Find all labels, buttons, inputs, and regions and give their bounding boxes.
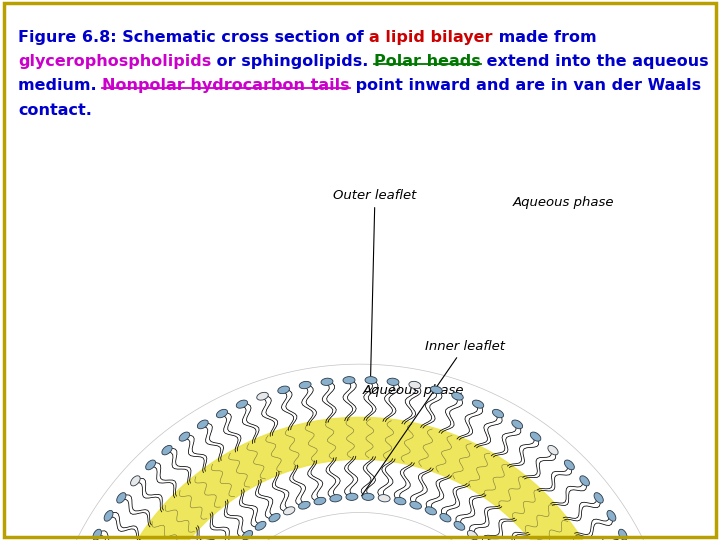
- Text: Outer leaflet: Outer leaflet: [333, 189, 417, 376]
- Ellipse shape: [580, 476, 590, 486]
- Ellipse shape: [284, 507, 295, 515]
- Ellipse shape: [179, 432, 189, 441]
- Ellipse shape: [346, 493, 358, 501]
- Text: a lipid bilayer: a lipid bilayer: [369, 30, 493, 45]
- Ellipse shape: [454, 522, 465, 530]
- Text: Inner leaflet: Inner leaflet: [361, 340, 505, 496]
- Ellipse shape: [104, 510, 113, 521]
- Ellipse shape: [492, 409, 503, 418]
- Polygon shape: [99, 417, 621, 540]
- Ellipse shape: [343, 376, 355, 384]
- Ellipse shape: [242, 530, 253, 540]
- Ellipse shape: [299, 501, 310, 509]
- Ellipse shape: [93, 529, 102, 540]
- Ellipse shape: [162, 446, 172, 455]
- Ellipse shape: [440, 514, 451, 522]
- Text: Figure 6.8: Schematic cross section of: Figure 6.8: Schematic cross section of: [18, 30, 369, 45]
- Ellipse shape: [217, 409, 228, 418]
- Ellipse shape: [425, 507, 436, 515]
- Ellipse shape: [431, 386, 442, 394]
- Ellipse shape: [378, 495, 390, 502]
- Text: contact.: contact.: [18, 103, 92, 118]
- Ellipse shape: [330, 495, 342, 502]
- Ellipse shape: [300, 381, 311, 389]
- Ellipse shape: [197, 420, 208, 429]
- Text: made from: made from: [493, 30, 596, 45]
- Text: Polar heads: Polar heads: [374, 54, 481, 69]
- Text: point inward and are in van der Waals: point inward and are in van der Waals: [350, 78, 701, 93]
- Ellipse shape: [145, 460, 156, 470]
- Text: Nonpolar hydrocarbon tails: Nonpolar hydrocarbon tails: [102, 78, 350, 93]
- Text: Aqueous phase: Aqueous phase: [513, 196, 614, 209]
- Ellipse shape: [512, 420, 523, 429]
- Text: Aqueous phase: Aqueous phase: [363, 384, 464, 397]
- Text: glycerophospholipids: glycerophospholipids: [18, 54, 211, 69]
- Ellipse shape: [467, 530, 478, 540]
- Ellipse shape: [236, 400, 248, 408]
- Ellipse shape: [257, 393, 269, 400]
- Ellipse shape: [255, 522, 266, 530]
- Ellipse shape: [130, 476, 140, 486]
- Ellipse shape: [410, 501, 421, 509]
- Ellipse shape: [548, 446, 558, 455]
- Ellipse shape: [278, 386, 289, 394]
- Ellipse shape: [362, 493, 374, 501]
- Ellipse shape: [365, 376, 377, 384]
- Ellipse shape: [314, 497, 326, 505]
- Ellipse shape: [409, 381, 420, 389]
- Text: medium.: medium.: [18, 78, 102, 93]
- Ellipse shape: [117, 492, 126, 503]
- Ellipse shape: [618, 529, 627, 540]
- Ellipse shape: [594, 492, 603, 503]
- Ellipse shape: [387, 378, 399, 386]
- Ellipse shape: [321, 378, 333, 386]
- Ellipse shape: [607, 510, 616, 521]
- Text: extend into the aqueous: extend into the aqueous: [481, 54, 708, 69]
- Ellipse shape: [451, 393, 463, 400]
- Text: or sphingolipids.: or sphingolipids.: [211, 54, 374, 69]
- Ellipse shape: [531, 432, 541, 441]
- Ellipse shape: [394, 497, 406, 505]
- Ellipse shape: [472, 400, 484, 408]
- Ellipse shape: [269, 514, 280, 522]
- Ellipse shape: [564, 460, 575, 470]
